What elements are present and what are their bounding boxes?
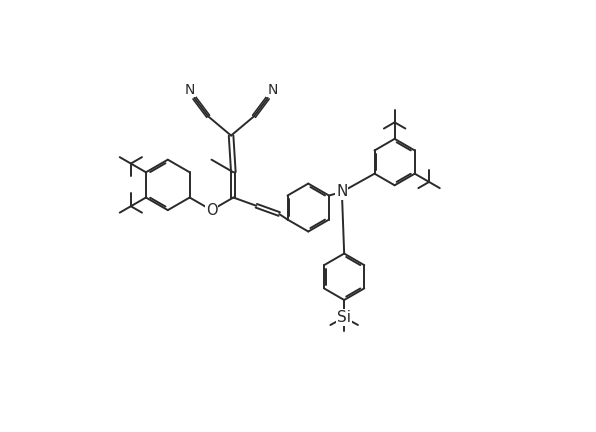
Text: N: N bbox=[185, 83, 195, 97]
Text: N: N bbox=[336, 184, 347, 200]
Text: O: O bbox=[206, 203, 218, 218]
Text: N: N bbox=[267, 83, 278, 97]
Text: Si: Si bbox=[337, 310, 351, 325]
